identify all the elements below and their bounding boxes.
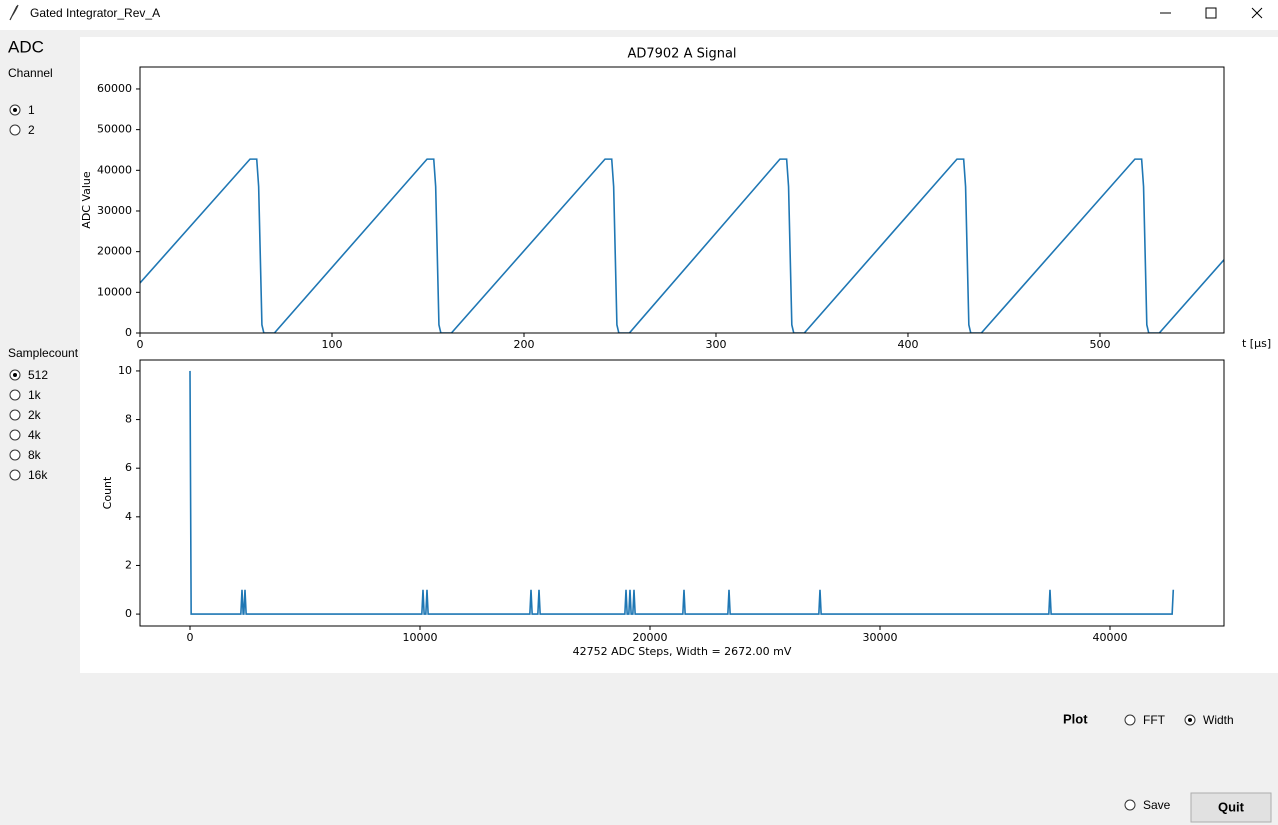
y-tick-label: 60000 bbox=[97, 82, 132, 95]
chart-title: AD7902 A Signal bbox=[627, 47, 736, 62]
window-title: Gated Integrator_Rev_A bbox=[30, 6, 160, 20]
quit-button[interactable] bbox=[1190, 792, 1272, 823]
x-axis-label: t [μs] bbox=[1242, 337, 1271, 350]
signal-line bbox=[140, 158, 1224, 333]
plot-option[interactable]: FFT bbox=[1143, 713, 1166, 727]
samplecount-radio[interactable] bbox=[9, 409, 21, 421]
x-tick-label: 100 bbox=[321, 338, 342, 351]
channel-label: Channel bbox=[8, 66, 53, 80]
x-tick-label: 10000 bbox=[402, 631, 437, 644]
samplecount-option[interactable]: 16k bbox=[28, 468, 48, 482]
y-tick-label: 20000 bbox=[97, 245, 132, 258]
x-tick-label: 200 bbox=[513, 338, 534, 351]
x-tick-label: 400 bbox=[897, 338, 918, 351]
quit-label[interactable]: Quit bbox=[1218, 799, 1245, 814]
samplecount-label: Samplecount bbox=[8, 346, 79, 360]
x-tick-label: 0 bbox=[137, 338, 144, 351]
channel-radio-dot[interactable] bbox=[13, 108, 17, 112]
x-axis-label: 42752 ADC Steps, Width = 2672.00 mV bbox=[573, 645, 792, 658]
y-axis-label: ADC Value bbox=[80, 171, 93, 229]
y-tick-label: 40000 bbox=[97, 163, 132, 176]
channel-radio[interactable] bbox=[9, 124, 21, 136]
samplecount-radio[interactable] bbox=[9, 429, 21, 441]
maximize-button[interactable] bbox=[1205, 7, 1217, 19]
x-tick-label: 0 bbox=[187, 631, 194, 644]
x-tick-label: 40000 bbox=[1092, 631, 1127, 644]
plot-option[interactable]: Width bbox=[1203, 713, 1234, 727]
x-tick-label: 500 bbox=[1089, 338, 1110, 351]
plot-radio[interactable] bbox=[1124, 714, 1136, 726]
channel-option[interactable]: 1 bbox=[28, 103, 35, 117]
adc-heading: ADC bbox=[8, 37, 44, 56]
plot-label: Plot bbox=[1063, 711, 1088, 726]
samplecount-radio[interactable] bbox=[9, 469, 21, 481]
save-radio[interactable] bbox=[1124, 799, 1136, 811]
x-tick-label: 30000 bbox=[862, 631, 897, 644]
axes-frame bbox=[139, 66, 1225, 334]
save-option[interactable]: Save bbox=[1143, 798, 1171, 812]
samplecount-option[interactable]: 2k bbox=[28, 408, 42, 422]
channel-option[interactable]: 2 bbox=[28, 123, 35, 137]
samplecount-radio[interactable] bbox=[9, 389, 21, 401]
y-tick-label: 10 bbox=[118, 364, 132, 377]
y-tick-label: 2 bbox=[125, 558, 132, 571]
samplecount-option[interactable]: 8k bbox=[28, 448, 42, 462]
samplecount-radio[interactable] bbox=[9, 449, 21, 461]
x-tick-label: 20000 bbox=[632, 631, 667, 644]
samplecount-option[interactable]: 1k bbox=[28, 388, 42, 402]
y-tick-label: 50000 bbox=[97, 123, 132, 136]
samplecount-radio-dot[interactable] bbox=[13, 373, 17, 377]
y-tick-label: 30000 bbox=[97, 204, 132, 217]
app-icon bbox=[9, 4, 19, 21]
plot-radio-dot[interactable] bbox=[1188, 718, 1192, 722]
title-bar bbox=[0, 0, 1278, 30]
y-tick-label: 0 bbox=[125, 326, 132, 339]
axes-frame bbox=[139, 359, 1225, 627]
y-axis-label: Count bbox=[101, 476, 114, 509]
x-tick-label: 300 bbox=[705, 338, 726, 351]
samplecount-option[interactable]: 4k bbox=[28, 428, 42, 442]
samplecount-option[interactable]: 512 bbox=[28, 368, 48, 382]
y-tick-label: 4 bbox=[125, 510, 132, 523]
plot-canvas bbox=[80, 37, 1278, 673]
y-tick-label: 10000 bbox=[97, 285, 132, 298]
y-tick-label: 0 bbox=[125, 607, 132, 620]
y-tick-label: 8 bbox=[125, 413, 132, 426]
y-tick-label: 6 bbox=[125, 461, 132, 474]
signal-line bbox=[189, 370, 1175, 615]
close-button[interactable] bbox=[1251, 7, 1263, 19]
